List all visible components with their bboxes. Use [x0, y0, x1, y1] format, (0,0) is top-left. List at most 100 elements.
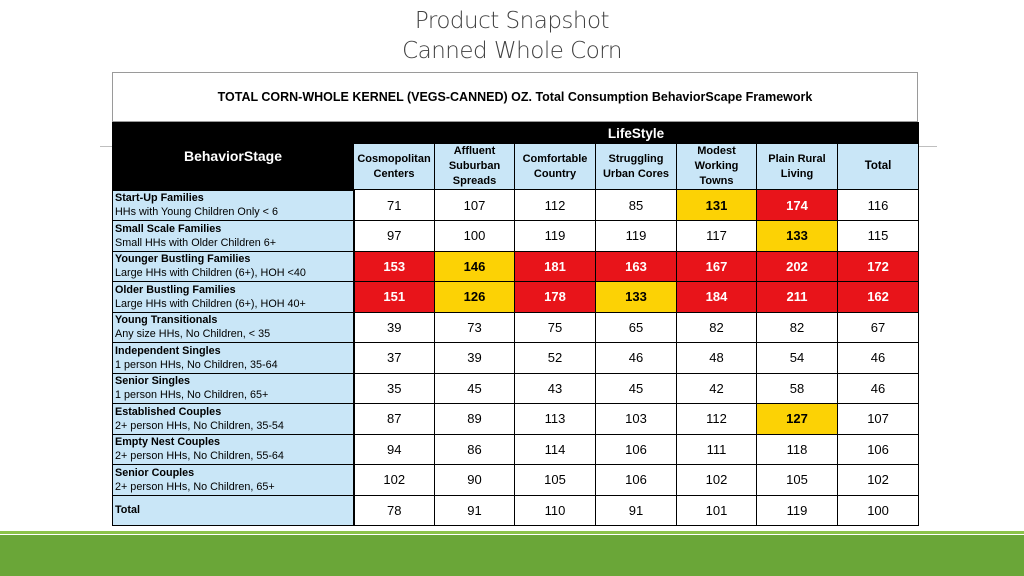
index-cell: 118	[756, 433, 838, 465]
segment-description: 1 person HHs, No Children, 65+	[115, 389, 269, 402]
segment-description: 2+ person HHs, No Children, 35-54	[115, 419, 284, 432]
segment-name: Small Scale Families	[115, 222, 222, 235]
index-cell: 90	[434, 464, 515, 496]
behaviorscape-grid: BehaviorStage LifeStyle Cosmopolitan Cen…	[112, 122, 920, 526]
index-cell: 105	[514, 464, 596, 496]
index-cell: 86	[434, 433, 515, 465]
index-cell: 45	[595, 372, 677, 404]
index-cell: 181	[514, 250, 596, 282]
segment-description: Large HHs with Children (6+), HOH <40	[115, 267, 306, 280]
behaviorstage-header: BehaviorStage	[112, 122, 354, 191]
table-body: Start-Up Families HHs with Young Children…	[112, 189, 920, 526]
total-cell: 101	[676, 494, 757, 526]
column-header-total: Total	[836, 143, 920, 190]
index-cell: 35	[353, 372, 435, 404]
index-cell: 52	[514, 342, 596, 374]
index-cell: 42	[676, 372, 757, 404]
row-label: Younger Bustling Families Large HHs with …	[112, 250, 355, 282]
index-cell: 105	[756, 464, 838, 496]
segment-name: Empty Nest Couples	[115, 436, 220, 449]
index-cell: 112	[676, 403, 757, 435]
index-cell: 163	[595, 250, 677, 282]
total-row: Total 78 91 110 91 101 119 100	[112, 494, 920, 526]
index-cell: 111	[676, 433, 757, 465]
consumption-table: TOTAL CORN-WHOLE KERNEL (VEGS-CANNED) OZ…	[112, 72, 920, 526]
segment-name: Younger Bustling Families	[115, 253, 251, 266]
row-label: Young Transitionals Any size HHs, No Chil…	[112, 311, 355, 343]
total-cell: 91	[595, 494, 677, 526]
index-cell: 126	[434, 281, 515, 313]
segment-name: Senior Singles	[115, 375, 190, 388]
index-cell: 106	[595, 464, 677, 496]
total-cell: 78	[353, 494, 435, 526]
row-label: Established Couples 2+ person HHs, No Chi…	[112, 403, 355, 435]
decorative-rule-right	[917, 146, 937, 147]
index-cell: 46	[836, 372, 920, 404]
index-cell: 151	[353, 281, 435, 313]
footer-accent-line	[0, 531, 1024, 534]
index-cell: 113	[514, 403, 596, 435]
segment-description: Small HHs with Older Children 6+	[115, 236, 277, 249]
segment-description: HHs with Young Children Only < 6	[115, 206, 278, 219]
index-cell: 112	[514, 189, 596, 221]
total-row-label: Total	[112, 494, 355, 526]
total-cell: 110	[514, 494, 596, 526]
slide-title-line1: Product Snapshot	[414, 8, 610, 34]
index-cell: 202	[756, 250, 838, 282]
segment-name: Older Bustling Families	[115, 283, 236, 296]
index-cell: 107	[836, 403, 920, 435]
index-cell: 73	[434, 311, 515, 343]
index-cell: 153	[353, 250, 435, 282]
index-cell: 178	[514, 281, 596, 313]
index-cell: 46	[836, 342, 920, 374]
segment-description: 2+ person HHs, No Children, 55-64	[115, 450, 284, 463]
index-cell: 184	[676, 281, 757, 313]
table-row: Start-Up Families HHs with Young Children…	[112, 189, 920, 221]
row-label: Senior Singles 1 person HHs, No Children,…	[112, 372, 355, 404]
index-cell: 54	[756, 342, 838, 374]
index-cell: 43	[514, 372, 596, 404]
table-row: Senior Couples 2+ person HHs, No Children…	[112, 464, 920, 496]
segment-description: 1 person HHs, No Children, 35-64	[115, 358, 278, 371]
index-cell: 102	[676, 464, 757, 496]
index-cell: 87	[353, 403, 435, 435]
index-cell: 115	[836, 220, 920, 252]
row-label: Independent Singles 1 person HHs, No Chil…	[112, 342, 355, 374]
index-cell: 106	[595, 433, 677, 465]
index-cell: 82	[756, 311, 838, 343]
slide-title: Product Snapshot Canned Whole Corn	[0, 6, 1024, 66]
index-cell: 85	[595, 189, 677, 221]
index-cell: 119	[595, 220, 677, 252]
row-label: Empty Nest Couples 2+ person HHs, No Chil…	[112, 433, 355, 465]
table-header: TOTAL CORN-WHOLE KERNEL (VEGS-CANNED) OZ…	[112, 72, 918, 122]
segment-name: Start-Up Families	[115, 192, 204, 205]
column-header: Struggling Urban Cores	[595, 143, 677, 190]
segment-name: Established Couples	[115, 405, 222, 418]
index-cell: 146	[434, 250, 515, 282]
index-cell: 45	[434, 372, 515, 404]
segment-description: 2+ person HHs, No Children, 65+	[115, 480, 275, 493]
table-row: Independent Singles 1 person HHs, No Chil…	[112, 342, 920, 374]
index-cell: 46	[595, 342, 677, 374]
column-header: Plain Rural Living	[756, 143, 838, 190]
table-row: Empty Nest Couples 2+ person HHs, No Chil…	[112, 433, 920, 465]
index-cell: 89	[434, 403, 515, 435]
table-row: Senior Singles 1 person HHs, No Children,…	[112, 372, 920, 404]
index-cell: 48	[676, 342, 757, 374]
index-cell: 211	[756, 281, 838, 313]
index-cell: 172	[836, 250, 920, 282]
column-header: Cosmopolitan Centers	[353, 143, 435, 190]
total-cell: 91	[434, 494, 515, 526]
index-cell: 39	[434, 342, 515, 374]
segment-name: Young Transitionals	[115, 314, 218, 327]
index-cell: 119	[514, 220, 596, 252]
index-cell: 133	[595, 281, 677, 313]
table-row: Young Transitionals Any size HHs, No Chil…	[112, 311, 920, 343]
index-cell: 167	[676, 250, 757, 282]
total-cell: 119	[756, 494, 838, 526]
index-cell: 174	[756, 189, 838, 221]
index-cell: 114	[514, 433, 596, 465]
index-cell: 94	[353, 433, 435, 465]
column-header: Modest Working Towns	[676, 143, 757, 190]
segment-description: Large HHs with Children (6+), HOH 40+	[115, 297, 306, 310]
